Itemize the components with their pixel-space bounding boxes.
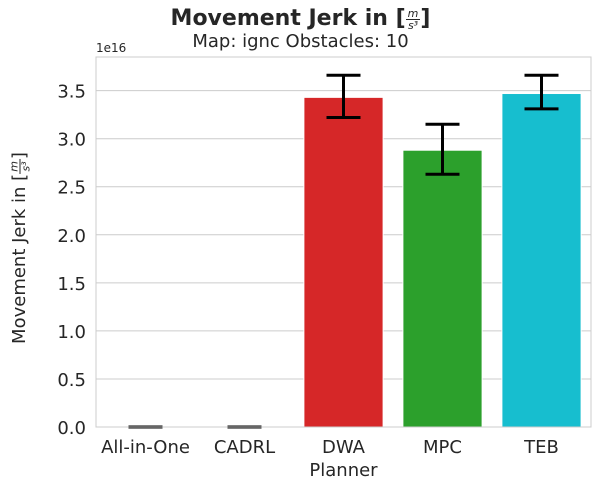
chart-title: Movement Jerk in [m s³] xyxy=(0,6,601,31)
y-tick-label: 2.0 xyxy=(57,226,86,247)
y-tick-label: 1.0 xyxy=(57,322,86,343)
bar-dwa xyxy=(303,96,384,428)
plot-frame xyxy=(95,56,592,428)
title-prefix: Movement Jerk in [ xyxy=(170,6,406,31)
title-unit-fraction: m s³ xyxy=(405,6,421,32)
y-tick-label: 0.0 xyxy=(57,418,86,439)
y-tick-label: 3.5 xyxy=(57,82,86,103)
x-tick-label: CADRL xyxy=(214,437,275,458)
x-tick-label: TEB xyxy=(523,437,559,458)
y-tick-label: 2.5 xyxy=(57,178,86,199)
x-tick-label: All-in-One xyxy=(101,437,190,458)
ylabel-unit-fraction: m s³ xyxy=(7,159,33,174)
y-tick-label: 0.5 xyxy=(57,370,86,391)
x-tick-label: MPC xyxy=(423,437,462,458)
x-axis-label: Planner xyxy=(309,460,378,481)
y-axis-offset-label: 1e16 xyxy=(96,41,127,55)
title-suffix: ] xyxy=(420,6,431,31)
chart-subtitle: Map: ignc Obstacles: 10 xyxy=(192,31,409,52)
x-tick-label: DWA xyxy=(322,437,366,458)
y-tick-label: 3.0 xyxy=(57,130,86,151)
bar-teb xyxy=(501,93,582,428)
y-axis-label: Movement Jerk in [m s³] xyxy=(7,152,33,344)
bar-mpc xyxy=(402,149,483,428)
y-tick-label: 1.5 xyxy=(57,274,86,295)
